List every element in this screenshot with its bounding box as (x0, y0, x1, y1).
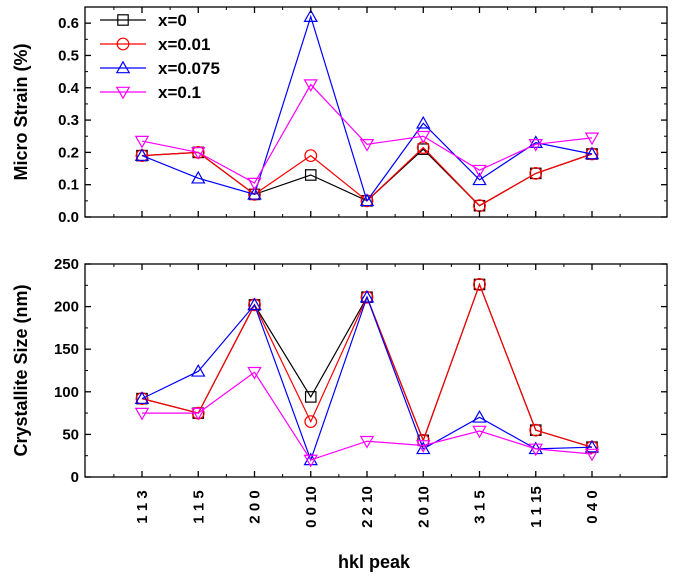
data-point (304, 149, 318, 163)
data-point (416, 441, 431, 455)
data-point (359, 139, 375, 152)
data-point (191, 147, 206, 160)
data-point (584, 146, 600, 160)
y-tick-label: 0.3 (58, 112, 79, 129)
crystallite-size-x-ticks: 1 1 3 1 1 5 2 0 0 0 0 10 2 2 10 2 0 10 3 1 5 1 … (113, 264, 621, 528)
data-point (303, 9, 318, 22)
series-line-2 (141, 295, 593, 462)
data-point (472, 425, 487, 439)
legend-label: x=0.1 (158, 83, 201, 102)
series-line-1 (141, 146, 593, 207)
legend-label: x=0.01 (158, 35, 210, 54)
data-point (191, 363, 206, 377)
x-tick-label: 0 0 10 (303, 486, 320, 528)
data-point (134, 135, 150, 149)
data-point (359, 289, 375, 303)
y-tick-label: 0 (71, 469, 79, 486)
data-point (304, 391, 317, 403)
data-point (528, 443, 543, 457)
x-tick-label: 1 1 5 (190, 490, 207, 523)
crystallite-size-plot-frame (84, 263, 668, 478)
y-tick-label: 250 (54, 256, 79, 273)
crystallite-size-y-axis-title: Crystallite Size (nm) (11, 284, 31, 456)
series-line-0 (141, 282, 593, 448)
series-line-1 (141, 282, 593, 448)
legend-marker (115, 60, 131, 74)
series-line-2 (141, 14, 593, 203)
legend-marker (115, 86, 131, 100)
legend-label: x=0 (158, 11, 187, 30)
y-tick-label: 0.4 (58, 80, 80, 97)
legend: x=0 x=0.01 x=0.075 x=0.1 (100, 11, 220, 102)
series-line-3 (142, 371, 593, 461)
x-tick-label: 3 1 5 (472, 490, 489, 523)
series-line-0 (141, 148, 593, 207)
data-point (472, 172, 487, 186)
y-tick-label: 0.5 (58, 47, 79, 64)
data-point (472, 164, 487, 178)
data-point (247, 366, 262, 380)
crystallite-size-marks (134, 278, 600, 468)
crystallite-size-panel: 0 50 100 150 200 250 1 1 3 1 1 5 2 0 0 0 0 10 2 2… (11, 256, 668, 572)
data-point (134, 391, 150, 404)
data-point (529, 166, 543, 180)
y-tick-label: 150 (54, 341, 79, 358)
x-tick-label: 2 2 10 (359, 486, 376, 528)
y-tick-label: 50 (62, 426, 79, 443)
data-point (303, 454, 318, 468)
data-point (416, 115, 431, 129)
data-point (416, 130, 431, 144)
data-point (191, 170, 206, 184)
data-point (584, 448, 600, 462)
y-tick-label: 0.2 (58, 144, 79, 161)
data-point (359, 193, 375, 207)
x-tick-label: 1 1 15 (528, 486, 545, 528)
data-point (191, 407, 206, 421)
data-point (134, 407, 150, 421)
micro-strain-y-ticks: 0.0 0.1 0.2 0.3 0.4 0.5 0.6 (58, 15, 667, 226)
series-line-3 (141, 83, 593, 184)
micro-strain-x-ticks (113, 7, 621, 217)
data-point (529, 423, 543, 437)
y-tick-label: 200 (54, 299, 79, 316)
data-point (303, 79, 318, 92)
data-point (528, 135, 543, 148)
micro-strain-marks (134, 9, 600, 213)
x-tick-label: 2 0 10 (415, 486, 432, 528)
y-tick-label: 0.0 (58, 209, 79, 226)
y-tick-label: 100 (54, 384, 79, 401)
data-point (472, 409, 487, 423)
x-tick-label: 0 4 0 (584, 490, 601, 523)
legend-label: x=0.075 (158, 59, 220, 78)
legend-marker (116, 37, 130, 51)
data-point (247, 186, 262, 200)
data-point (416, 440, 431, 453)
data-point (528, 139, 543, 152)
data-point (304, 169, 317, 181)
data-point (247, 297, 262, 311)
x-tick-label: 1 1 3 (134, 490, 151, 523)
x-axis-title: hkl peak (338, 552, 411, 572)
crystallite-size-y-ticks: 0 50 100 150 200 250 (54, 256, 667, 486)
micro-strain-panel: 0.0 0.1 0.2 0.3 0.4 0.5 0.6 Micro Strain (%) x… (11, 6, 668, 226)
x-tick-label: 2 0 0 (247, 490, 264, 523)
data-point (584, 439, 600, 453)
data-point (134, 148, 150, 161)
data-point (584, 132, 600, 146)
y-tick-label: 0.1 (58, 177, 79, 194)
micro-strain-y-axis-title: Micro Strain (%) (11, 43, 31, 180)
data-point (473, 278, 486, 291)
data-point (304, 415, 318, 429)
data-point (359, 435, 375, 449)
data-point (247, 177, 262, 191)
legend-marker (117, 14, 129, 26)
micro-strain-plot-frame (84, 6, 668, 218)
y-tick-label: 0.6 (58, 15, 79, 32)
